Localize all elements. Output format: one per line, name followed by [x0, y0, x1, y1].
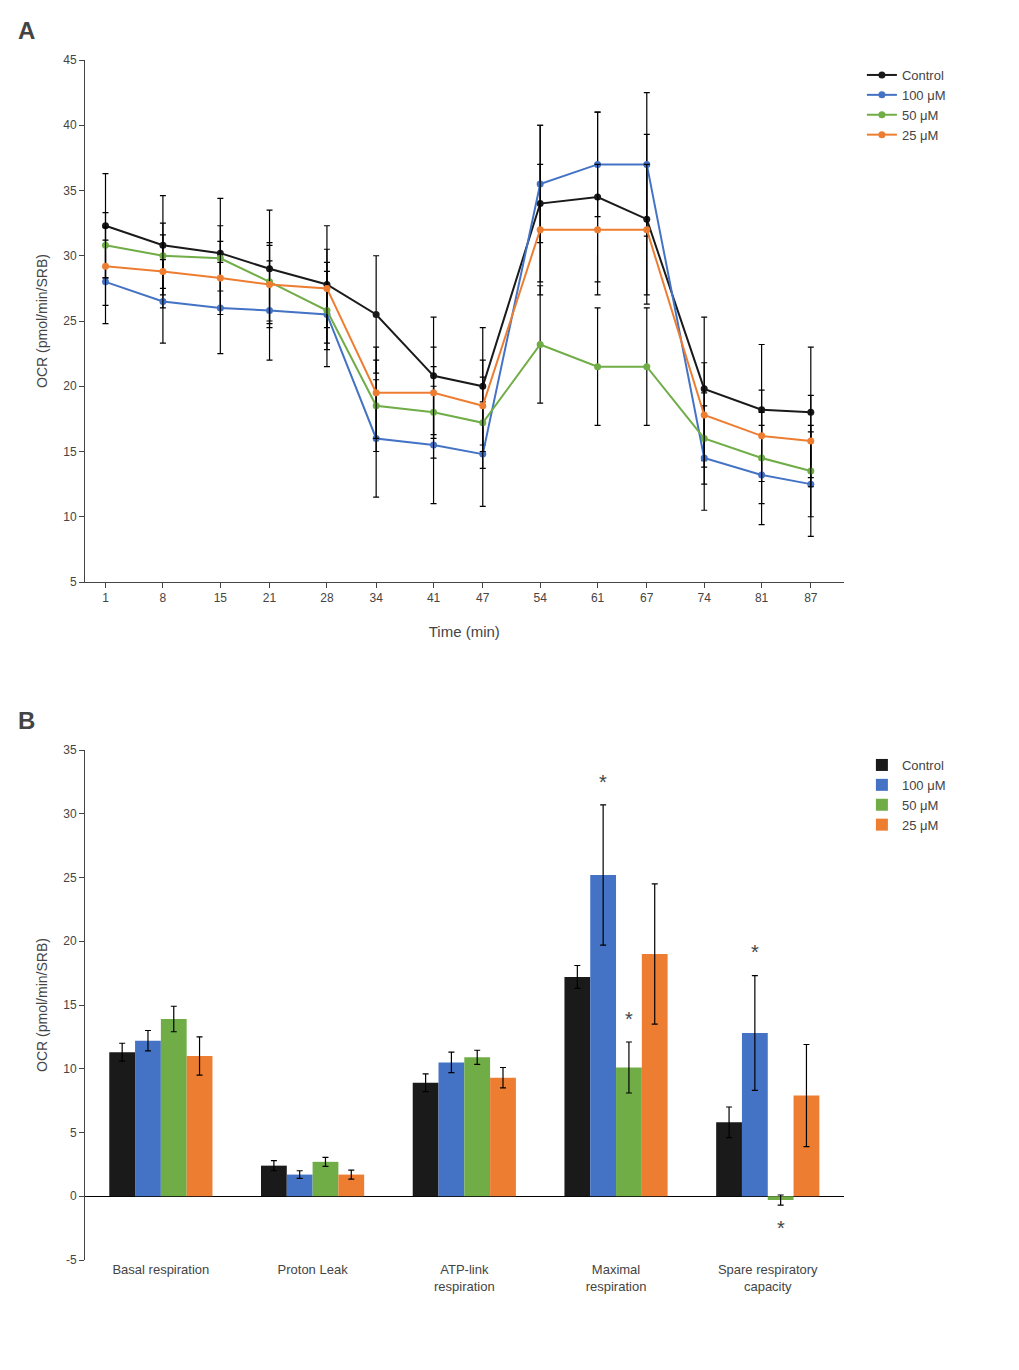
svg-text:Basal respiration: Basal respiration [112, 1262, 209, 1277]
svg-text:Time (min): Time (min) [429, 623, 500, 640]
svg-text:20: 20 [63, 934, 77, 948]
svg-text:*: * [751, 941, 759, 963]
svg-text:81: 81 [755, 591, 769, 605]
svg-text:10: 10 [63, 510, 77, 524]
svg-text:8: 8 [160, 591, 167, 605]
svg-text:50 μM: 50 μM [902, 108, 938, 123]
svg-text:5: 5 [70, 575, 77, 589]
svg-text:OCR (pmol/min/SRB): OCR (pmol/min/SRB) [34, 254, 50, 388]
svg-text:30: 30 [63, 807, 77, 821]
svg-text:87: 87 [804, 591, 818, 605]
svg-text:1: 1 [102, 591, 109, 605]
svg-text:74: 74 [698, 591, 712, 605]
svg-text:28: 28 [320, 591, 334, 605]
svg-text:B: B [18, 707, 35, 734]
svg-text:5: 5 [70, 1126, 77, 1140]
svg-text:35: 35 [63, 184, 77, 198]
svg-text:50 μM: 50 μM [902, 798, 938, 813]
svg-text:Control: Control [902, 758, 944, 773]
svg-text:25 μM: 25 μM [902, 818, 938, 833]
svg-text:45: 45 [63, 53, 77, 67]
svg-text:41: 41 [427, 591, 441, 605]
svg-text:10: 10 [63, 1062, 77, 1076]
svg-text:61: 61 [591, 591, 605, 605]
svg-text:100 μM: 100 μM [902, 778, 946, 793]
svg-text:ATP-linkrespiration: ATP-linkrespiration [434, 1262, 495, 1294]
svg-text:25: 25 [63, 871, 77, 885]
svg-text:*: * [599, 771, 607, 793]
svg-text:54: 54 [533, 591, 547, 605]
svg-text:Control: Control [902, 68, 944, 83]
svg-text:30: 30 [63, 249, 77, 263]
svg-text:Maximalrespiration: Maximalrespiration [586, 1262, 647, 1294]
svg-text:25: 25 [63, 314, 77, 328]
svg-text:Proton Leak: Proton Leak [278, 1262, 349, 1277]
svg-text:*: * [777, 1217, 785, 1239]
svg-text:15: 15 [63, 998, 77, 1012]
svg-text:40: 40 [63, 118, 77, 132]
svg-text:15: 15 [63, 445, 77, 459]
svg-text:0: 0 [70, 1189, 77, 1203]
svg-text:25 μM: 25 μM [902, 128, 938, 143]
svg-text:Spare respiratorycapacity: Spare respiratorycapacity [718, 1262, 818, 1294]
svg-text:21: 21 [263, 591, 277, 605]
svg-text:47: 47 [476, 591, 490, 605]
svg-text:35: 35 [63, 743, 77, 757]
svg-text:15: 15 [214, 591, 228, 605]
svg-text:*: * [625, 1008, 633, 1030]
svg-text:100 μM: 100 μM [902, 88, 946, 103]
svg-text:-5: -5 [66, 1253, 77, 1267]
svg-text:67: 67 [640, 591, 654, 605]
svg-text:A: A [18, 17, 35, 44]
svg-text:20: 20 [63, 379, 77, 393]
svg-text:34: 34 [369, 591, 383, 605]
svg-text:OCR (pmol/min/SRB): OCR (pmol/min/SRB) [34, 938, 50, 1072]
